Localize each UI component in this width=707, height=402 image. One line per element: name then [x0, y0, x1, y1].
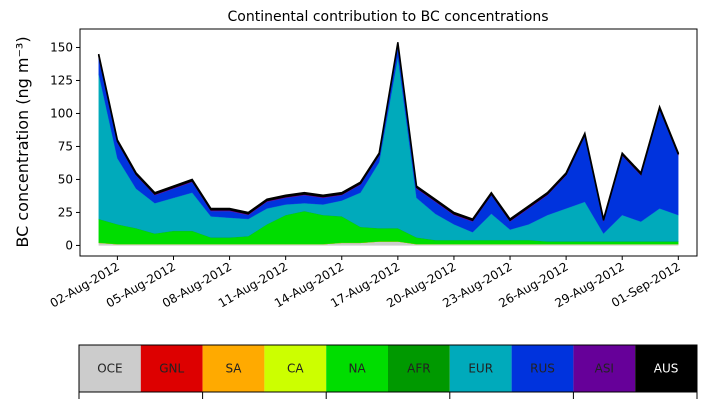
legend-label: NA [349, 362, 367, 376]
legend-swatch [326, 345, 388, 392]
legend-label: SA [225, 362, 242, 376]
legend-label: ASI [595, 362, 614, 376]
legend-label: AFR [407, 362, 430, 376]
legend-swatch [388, 345, 450, 392]
area [97, 42, 680, 222]
y-tick-label: 0 [65, 238, 73, 252]
legend-swatch [202, 345, 265, 392]
legend-swatch [79, 345, 141, 392]
legend-swatch [140, 345, 203, 392]
legend-label: CA [287, 362, 304, 376]
y-axis-label: BC concentration (ng m⁻³) [13, 36, 32, 247]
y-tick-label: 25 [58, 205, 73, 219]
legend-label: AUS [654, 362, 679, 376]
area [98, 56, 679, 242]
legend-label: OCE [97, 362, 122, 376]
legend-swatch [511, 345, 574, 392]
chart-title: Continental contribution to BC concentra… [227, 9, 548, 25]
legend-swatch [449, 345, 512, 392]
legend-label: EUR [468, 362, 493, 376]
legend-ticks [78, 392, 698, 399]
legend-swatch [573, 345, 636, 392]
y-tick-label: 75 [58, 139, 73, 153]
legend-swatch [264, 345, 327, 392]
legend-label: RUS [530, 362, 555, 376]
plot-frame [79, 28, 698, 257]
y-tick-label: 50 [58, 172, 73, 186]
legend-swatch [635, 345, 697, 392]
y-tick-label: 100 [50, 106, 73, 120]
y-tick-label: 125 [50, 73, 73, 87]
y-tick-label: 150 [50, 40, 73, 54]
legend-frame [78, 344, 698, 393]
legend-label: GNL [159, 362, 184, 376]
